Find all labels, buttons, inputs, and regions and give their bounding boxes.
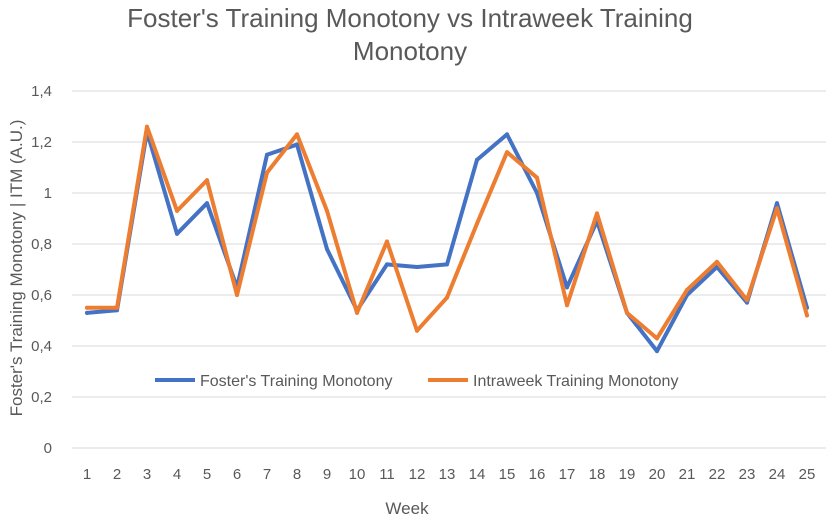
x-tick-label: 9	[323, 466, 331, 483]
data-point-intraweek	[265, 170, 269, 175]
x-tick-label: 19	[619, 466, 636, 483]
data-point-foster	[325, 247, 329, 252]
data-point-intraweek	[325, 208, 329, 213]
x-tick-label: 22	[709, 466, 726, 483]
x-tick-label: 3	[143, 466, 151, 483]
legend: Foster's Training Monotony Intraweek Tra…	[155, 373, 678, 390]
x-tick-label: 20	[649, 466, 666, 483]
data-point-foster	[265, 152, 269, 157]
data-point-foster	[295, 142, 299, 147]
series-lines	[85, 124, 809, 354]
data-point-foster	[85, 310, 89, 315]
data-point-intraweek	[715, 259, 719, 264]
x-tick-label: 4	[173, 466, 181, 483]
gridlines	[72, 90, 826, 449]
y-tick-label: 0,8	[31, 236, 52, 253]
data-point-intraweek	[445, 295, 449, 300]
data-point-intraweek	[745, 298, 749, 303]
x-tick-label: 11	[379, 466, 395, 483]
x-tick-label: 1	[83, 466, 91, 483]
y-tick-label: 0,4	[31, 338, 52, 355]
y-tick-label: 0,6	[31, 287, 52, 304]
data-point-intraweek	[355, 310, 359, 315]
data-point-intraweek	[565, 303, 569, 308]
data-point-intraweek	[625, 310, 629, 315]
x-axis-ticks: 1 2 3 4 5 6 7 8 9 10 11 12 13 14 15 16 17 18 19 20 21 22 23 24 2…	[83, 466, 816, 483]
y-tick-label: 1	[44, 185, 52, 202]
data-point-intraweek	[535, 175, 539, 180]
y-tick-label: 1,4	[31, 83, 52, 100]
x-tick-label: 5	[203, 466, 211, 483]
x-tick-label: 16	[529, 466, 546, 483]
data-point-intraweek	[175, 208, 179, 213]
x-tick-label: 6	[233, 466, 241, 483]
y-axis-ticks: 0 0,2 0,4 0,6 0,8 1 1,2 1,4	[31, 83, 52, 457]
data-point-intraweek	[475, 221, 479, 226]
y-tick-label: 0,2	[31, 389, 52, 406]
data-point-intraweek	[505, 150, 509, 155]
x-tick-label: 10	[349, 466, 366, 483]
x-tick-label: 21	[679, 466, 696, 483]
data-point-foster	[565, 285, 569, 290]
data-point-foster	[445, 262, 449, 267]
data-point-intraweek	[295, 132, 299, 137]
x-tick-label: 15	[499, 466, 516, 483]
data-point-foster	[475, 157, 479, 162]
data-point-foster	[205, 201, 209, 206]
data-point-foster	[415, 264, 419, 269]
data-point-intraweek	[145, 124, 149, 129]
x-tick-label: 12	[409, 466, 426, 483]
data-point-foster	[505, 132, 509, 137]
data-point-foster	[535, 191, 539, 195]
data-point-intraweek	[85, 305, 89, 310]
data-point-intraweek	[205, 178, 209, 183]
x-tick-label: 13	[439, 466, 456, 483]
data-point-intraweek	[415, 328, 419, 333]
data-point-foster	[775, 201, 779, 206]
data-point-intraweek	[775, 206, 779, 211]
data-point-foster	[655, 349, 659, 354]
x-axis-title: Week	[385, 499, 429, 518]
series-line-foster	[85, 129, 809, 354]
data-point-intraweek	[805, 313, 809, 318]
data-point-intraweek	[595, 211, 599, 216]
data-point-foster	[385, 262, 389, 267]
y-tick-label: 0	[44, 440, 52, 457]
data-point-intraweek	[385, 239, 389, 244]
x-tick-label: 17	[559, 466, 576, 483]
series-line-intraweek	[85, 124, 809, 341]
x-tick-label: 7	[263, 466, 271, 483]
data-point-intraweek	[115, 305, 119, 310]
x-tick-label: 25	[799, 466, 816, 483]
x-tick-label: 24	[769, 466, 786, 483]
legend-label-foster: Foster's Training Monotony	[200, 373, 392, 390]
x-tick-label: 18	[589, 466, 606, 483]
x-tick-label: 8	[293, 466, 301, 483]
legend-label-intraweek: Intraweek Training Monotony	[473, 373, 678, 390]
x-tick-label: 14	[469, 466, 486, 483]
chart-title-line-1: Foster's Training Monotony vs Intraweek …	[127, 3, 693, 33]
data-point-intraweek	[655, 336, 659, 341]
data-point-intraweek	[685, 287, 689, 292]
chart-title-line-2: Monotony	[353, 36, 467, 66]
y-axis-title: Foster's Training Monotony | ITM (A.U.)	[7, 120, 26, 417]
data-point-foster	[175, 231, 179, 236]
x-tick-label: 23	[739, 466, 756, 483]
y-tick-label: 1,2	[31, 134, 52, 151]
data-point-intraweek	[235, 293, 239, 297]
legend-item-foster: Foster's Training Monotony	[155, 373, 392, 390]
legend-item-intraweek: Intraweek Training Monotony	[428, 373, 678, 390]
x-tick-label: 2	[113, 466, 121, 483]
